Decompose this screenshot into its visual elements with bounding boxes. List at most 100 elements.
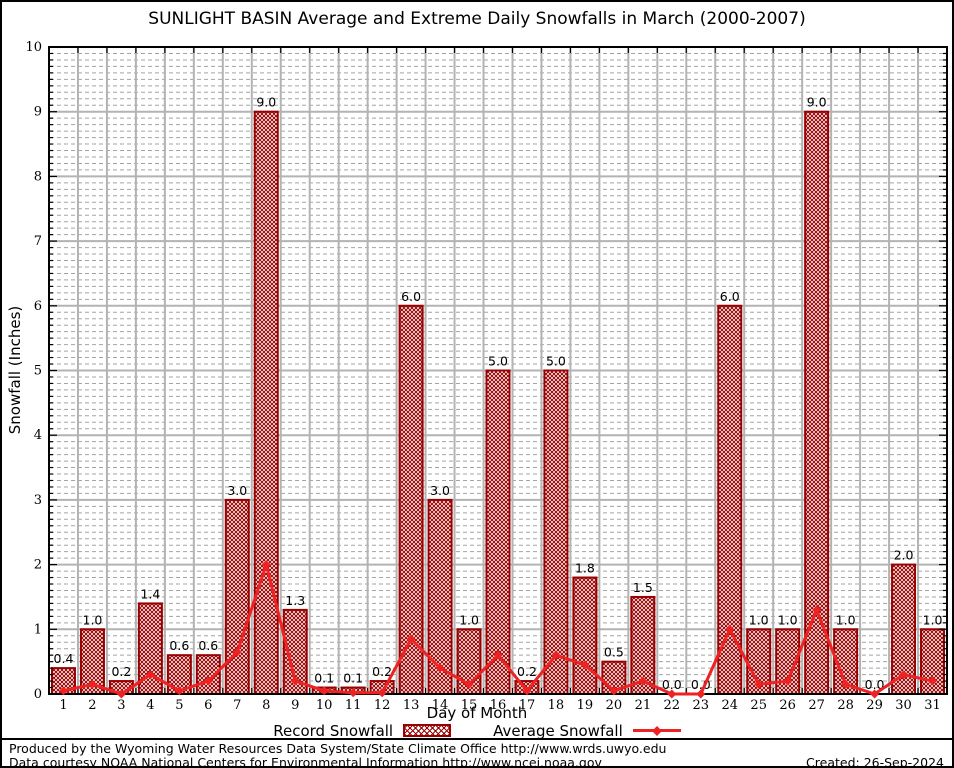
y-tick-0: 0 xyxy=(34,687,42,702)
bar-value-label-day-19: 1.8 xyxy=(575,561,595,576)
snowfall-plot: 0.4 1.0 0.2 1.4 0.6 0.6 3.0 9.0 1.3 0.1 0.1 0.2 6.0 3… xyxy=(25,40,948,713)
x-tick-23: 23 xyxy=(693,698,710,713)
legend: Record Snowfall Average Snowfall xyxy=(2,722,952,740)
bar-value-label-day-26: 1.0 xyxy=(778,612,798,627)
average-marker-day-1 xyxy=(58,686,68,696)
y-tick-8: 8 xyxy=(34,169,42,184)
average-marker-day-10 xyxy=(319,686,329,696)
average-marker-day-12 xyxy=(377,688,387,698)
average-marker-day-9 xyxy=(290,676,300,686)
x-tick-16: 16 xyxy=(490,698,507,713)
y-tick-4: 4 xyxy=(34,428,42,443)
average-marker-day-6 xyxy=(203,676,213,686)
x-tick-9: 9 xyxy=(291,698,299,713)
average-marker-day-30 xyxy=(899,670,909,680)
x-tick-5: 5 xyxy=(175,698,183,713)
average-marker-day-2 xyxy=(87,679,97,689)
bar-value-label-day-9: 1.3 xyxy=(285,593,305,608)
record-bar-day-19 xyxy=(572,576,598,695)
line-marker-icon xyxy=(651,725,662,736)
x-tick-20: 20 xyxy=(606,698,623,713)
y-tick-10: 10 xyxy=(25,40,42,55)
average-marker-day-4 xyxy=(145,670,155,680)
bar-value-label-day-22: 0.0 xyxy=(662,677,682,692)
x-tick-19: 19 xyxy=(577,698,594,713)
bar-value-label-day-4: 1.4 xyxy=(140,586,160,601)
x-tick-4: 4 xyxy=(146,698,154,713)
x-tick-29: 29 xyxy=(866,698,883,713)
x-tick-24: 24 xyxy=(721,698,738,713)
footer-separator xyxy=(2,738,952,740)
x-tick-26: 26 xyxy=(779,698,796,713)
x-tick-3: 3 xyxy=(117,698,125,713)
record-bar-day-24 xyxy=(717,304,743,695)
record-snowfall-bars xyxy=(50,110,946,696)
average-marker-day-5 xyxy=(174,686,184,696)
bar-value-label-day-31: 1.0 xyxy=(923,612,943,627)
x-tick-21: 21 xyxy=(635,698,652,713)
average-marker-day-16 xyxy=(493,650,503,660)
record-bar-day-16 xyxy=(485,369,511,695)
y-tick-2: 2 xyxy=(34,558,42,573)
x-axis-label: Day of Month xyxy=(426,704,528,722)
y-tick-1: 1 xyxy=(34,622,42,637)
bar-value-label-day-11: 0.1 xyxy=(343,671,363,686)
bar-value-label-day-1: 0.4 xyxy=(54,651,74,666)
average-marker-day-11 xyxy=(348,688,358,698)
x-tick-18: 18 xyxy=(548,698,565,713)
y-tick-3: 3 xyxy=(34,493,42,508)
bar-value-label-day-7: 3.0 xyxy=(227,483,247,498)
average-marker-day-3 xyxy=(116,689,126,699)
legend-item-record: Record Snowfall xyxy=(273,722,452,740)
average-marker-day-31 xyxy=(928,676,938,686)
x-tick-11: 11 xyxy=(345,698,362,713)
bar-value-label-day-10: 0.1 xyxy=(314,671,334,686)
bar-value-label-day-5: 0.6 xyxy=(169,638,189,653)
average-marker-day-28 xyxy=(841,679,851,689)
footer-produced-by: Produced by the Wyoming Water Resources … xyxy=(9,741,667,756)
average-marker-day-22 xyxy=(667,689,677,699)
bar-value-label-day-6: 0.6 xyxy=(198,638,218,653)
legend-item-average: Average Snowfall xyxy=(493,722,681,740)
chart-title: SUNLIGHT BASIN Average and Extreme Daily… xyxy=(148,9,806,29)
average-snowfall-swatch-icon xyxy=(632,725,681,736)
bar-value-label-day-27: 9.0 xyxy=(807,95,827,110)
y-tick-5: 5 xyxy=(34,364,42,379)
bar-value-label-day-13: 6.0 xyxy=(401,289,421,304)
x-tick-2: 2 xyxy=(88,698,96,713)
bar-value-label-day-3: 0.2 xyxy=(111,664,131,679)
x-tick-31: 31 xyxy=(924,698,941,713)
x-tick-30: 30 xyxy=(895,698,912,713)
y-tick-9: 9 xyxy=(34,105,42,120)
x-tick-15: 15 xyxy=(461,698,478,713)
bar-value-label-day-8: 9.0 xyxy=(256,95,276,110)
bar-value-label-day-21: 1.5 xyxy=(633,580,653,595)
average-marker-day-25 xyxy=(754,679,764,689)
bar-value-label-day-16: 5.0 xyxy=(488,354,508,369)
x-tick-8: 8 xyxy=(262,698,270,713)
footer-data-courtesy: Data courtesy NOAA National Centers for … xyxy=(9,755,602,768)
record-bar-day-7 xyxy=(224,498,250,695)
average-marker-day-27 xyxy=(812,605,822,615)
x-tick-13: 13 xyxy=(403,698,420,713)
bar-value-label-day-30: 2.0 xyxy=(894,548,914,563)
bar-value-label-day-28: 1.0 xyxy=(836,612,856,627)
average-marker-day-23 xyxy=(696,689,706,699)
axis-ticks xyxy=(48,47,948,694)
bar-value-label-day-20: 0.5 xyxy=(604,645,624,660)
x-tick-17: 17 xyxy=(519,698,536,713)
average-snowfall-markers xyxy=(58,560,938,699)
x-tick-1: 1 xyxy=(59,698,67,713)
bar-value-label-day-2: 1.0 xyxy=(83,612,103,627)
average-marker-day-7 xyxy=(232,647,242,657)
footer-created-date: Created: 26-Sep-2024 xyxy=(806,755,944,768)
x-tick-6: 6 xyxy=(204,698,212,713)
average-marker-day-19 xyxy=(580,660,590,670)
bar-value-label-day-17: 0.2 xyxy=(517,664,537,679)
average-marker-day-21 xyxy=(638,676,648,686)
average-marker-day-26 xyxy=(783,676,793,686)
y-tick-labels: 0 1 2 3 4 5 6 7 8 9 10 xyxy=(25,40,42,702)
average-marker-day-20 xyxy=(609,686,619,696)
record-bar-day-18 xyxy=(543,369,569,695)
x-tick-7: 7 xyxy=(233,698,241,713)
